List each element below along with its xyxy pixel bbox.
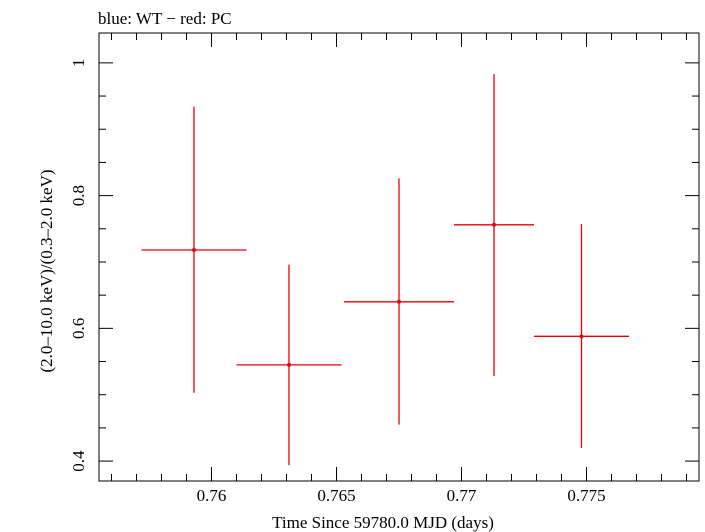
data-point [534, 224, 629, 448]
x-axis: 0.76 0.765 0.77 0.775 [111, 33, 687, 505]
data-series [141, 74, 629, 466]
x-axis-label: Time Since 59780.0 MJD (days) [272, 513, 494, 532]
chart-title: blue: WT − red: PC [98, 9, 232, 28]
data-point [141, 106, 247, 393]
x-tick-label: 0.76 [197, 486, 227, 505]
plot-frame [98, 32, 700, 482]
point-marker [287, 362, 291, 367]
x-tick-label: 0.77 [447, 486, 477, 505]
y-axis-label: (2.0–10.0 keV)/(0.3–2.0 keV) [37, 169, 56, 372]
y-tick-label: 0.4 [69, 450, 88, 472]
point-marker [192, 248, 196, 253]
y-tick-label: 1 [69, 59, 88, 68]
data-point [344, 178, 454, 425]
point-marker [579, 334, 584, 339]
x-tick-label: 0.765 [317, 486, 355, 505]
data-point [454, 74, 534, 377]
point-marker [397, 299, 401, 304]
y-tick-label: 0.6 [69, 318, 88, 339]
y-tick-label: 0.8 [69, 185, 88, 206]
data-point [236, 264, 342, 466]
x-tick-label: 0.775 [567, 486, 605, 505]
point-marker [492, 222, 496, 227]
y-axis: 0.4 0.6 0.8 1 [69, 59, 699, 472]
